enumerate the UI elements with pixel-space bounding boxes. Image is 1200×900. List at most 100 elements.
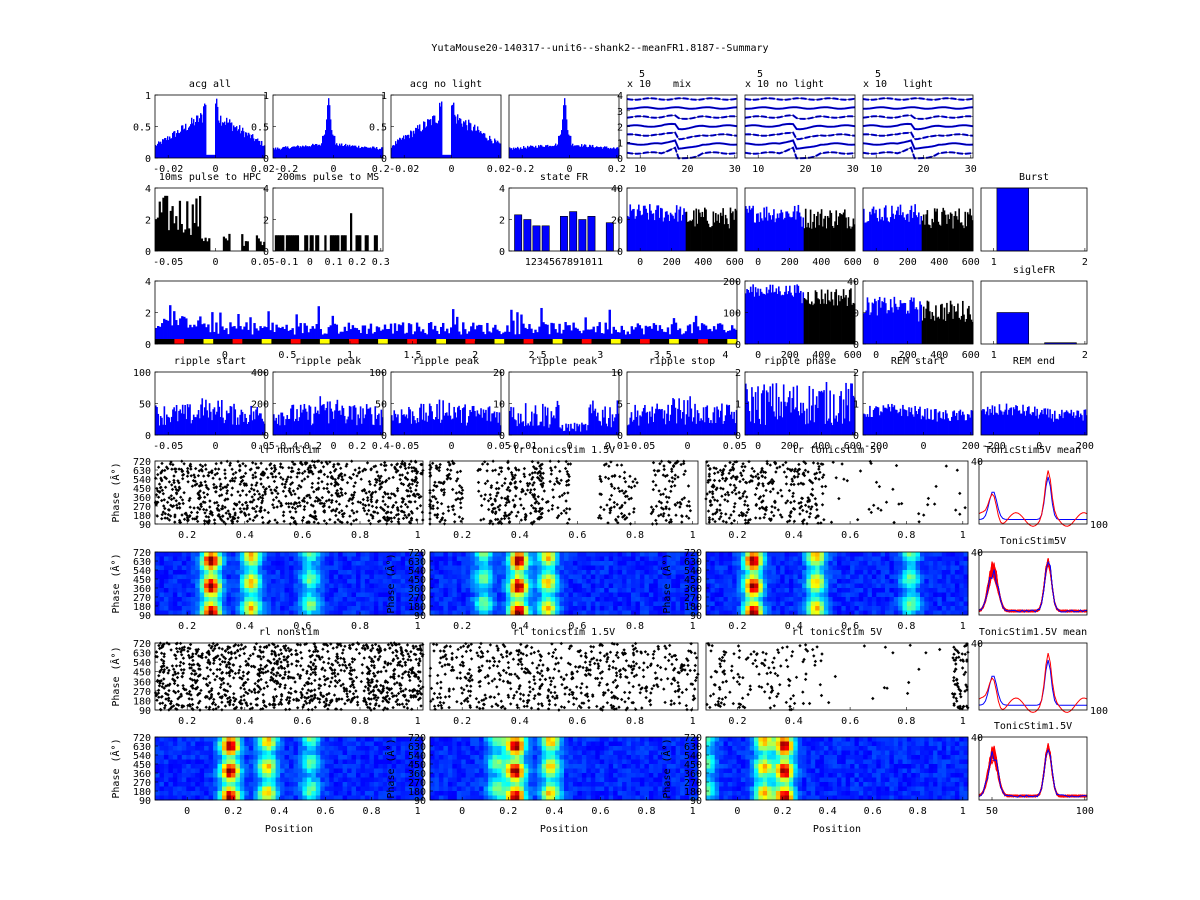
spike-point bbox=[283, 485, 287, 490]
bar bbox=[745, 206, 747, 251]
bar bbox=[789, 285, 791, 344]
spike-point bbox=[944, 464, 948, 468]
spike-point bbox=[483, 493, 487, 497]
bar bbox=[916, 414, 919, 435]
spike-point bbox=[623, 501, 627, 505]
spike-point bbox=[177, 467, 181, 471]
spike-point bbox=[877, 484, 882, 489]
spike-point bbox=[758, 516, 762, 520]
bar bbox=[317, 410, 319, 435]
spike-point bbox=[612, 505, 616, 509]
bar bbox=[640, 416, 643, 435]
bar bbox=[168, 139, 170, 158]
spike-point bbox=[410, 466, 414, 470]
spike-point bbox=[204, 467, 208, 471]
heatmap-cell bbox=[199, 556, 205, 562]
bar bbox=[300, 146, 302, 158]
heatmap-cell bbox=[297, 570, 303, 575]
bar bbox=[177, 130, 179, 158]
bar bbox=[971, 410, 974, 435]
bar bbox=[169, 422, 172, 435]
bar bbox=[924, 408, 926, 435]
bar bbox=[212, 154, 214, 158]
bar bbox=[1075, 415, 1077, 435]
heatmap-cell bbox=[338, 556, 344, 562]
bar bbox=[549, 424, 551, 435]
bar bbox=[406, 418, 409, 435]
spike-point bbox=[386, 492, 390, 496]
bar bbox=[208, 403, 211, 435]
state-strip-segment bbox=[310, 339, 321, 344]
heatmap-cell bbox=[293, 565, 299, 571]
bar bbox=[727, 405, 729, 435]
bar bbox=[668, 220, 671, 251]
heatmap-cell bbox=[230, 552, 236, 557]
heatmap-cell bbox=[338, 583, 344, 589]
y-tick-label: 2 bbox=[499, 216, 505, 227]
heatmap-cell bbox=[226, 597, 232, 602]
bar bbox=[188, 407, 190, 435]
heatmap-cell bbox=[190, 565, 196, 571]
bar bbox=[899, 300, 902, 344]
bar bbox=[614, 148, 616, 158]
panel-title: acg all bbox=[189, 79, 231, 90]
bar bbox=[324, 410, 326, 435]
bar bbox=[453, 406, 455, 435]
bar bbox=[926, 408, 929, 435]
spike-point bbox=[226, 483, 230, 487]
bar bbox=[352, 406, 355, 435]
spike-point bbox=[673, 484, 677, 488]
bar bbox=[903, 302, 905, 344]
state-strip-segment bbox=[300, 339, 311, 344]
bar bbox=[579, 431, 582, 435]
y-tick-label: 0 bbox=[617, 247, 623, 258]
bar bbox=[464, 404, 466, 435]
bar bbox=[419, 407, 421, 435]
bar bbox=[200, 113, 202, 158]
spike-point bbox=[546, 509, 551, 513]
bar bbox=[882, 302, 885, 344]
spike-point bbox=[737, 490, 741, 495]
bar bbox=[869, 211, 871, 251]
spike-point bbox=[606, 476, 611, 481]
bar bbox=[502, 332, 505, 344]
bar bbox=[240, 133, 242, 158]
state-strip-segment bbox=[378, 339, 389, 344]
spike-point bbox=[754, 486, 759, 491]
bar bbox=[778, 286, 780, 344]
bar bbox=[509, 147, 511, 158]
spike-point bbox=[189, 474, 193, 478]
bar bbox=[373, 146, 375, 158]
bar bbox=[465, 120, 467, 158]
bar bbox=[606, 426, 609, 435]
bar bbox=[295, 418, 297, 435]
bar bbox=[249, 317, 252, 344]
bar bbox=[333, 323, 337, 344]
spike-point bbox=[202, 491, 206, 495]
bar bbox=[577, 426, 580, 435]
spike-point bbox=[351, 472, 356, 477]
heatmap-cell bbox=[364, 570, 370, 575]
bar bbox=[460, 118, 462, 158]
bar bbox=[771, 284, 774, 344]
spike-point bbox=[228, 515, 232, 519]
bar bbox=[259, 140, 261, 158]
spike-point bbox=[171, 463, 175, 467]
x-tick-label: -0.02 bbox=[389, 164, 419, 175]
bar bbox=[524, 403, 527, 435]
bar bbox=[377, 149, 379, 158]
heatmap-cell bbox=[159, 574, 165, 580]
heatmap-cell bbox=[266, 579, 272, 584]
heatmap-cell bbox=[262, 592, 268, 598]
spike-point bbox=[451, 508, 455, 512]
bar bbox=[768, 212, 770, 251]
spike-point bbox=[840, 462, 844, 466]
bar bbox=[457, 407, 459, 435]
y-tick-label: 0 bbox=[145, 247, 151, 258]
panel-title: state FR bbox=[540, 172, 589, 183]
spike-point bbox=[272, 464, 277, 468]
x-tick-label: 0 bbox=[222, 350, 228, 361]
bar bbox=[819, 391, 822, 435]
bar bbox=[672, 318, 676, 344]
bar bbox=[446, 154, 448, 158]
